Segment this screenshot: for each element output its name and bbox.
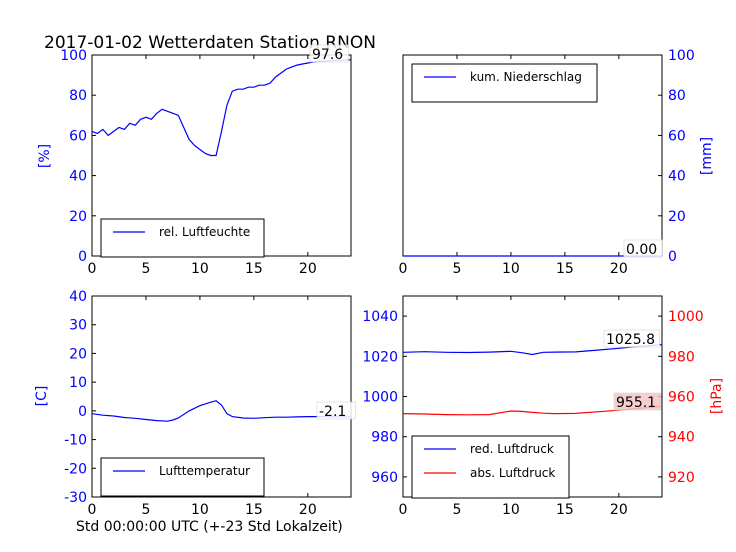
chart-temperature: 0 5 10 15 20 -30 -20 -10 0 10 20 30 40 [C] Lufttempera… bbox=[34, 289, 356, 518]
x-tick-label: 0 bbox=[399, 502, 408, 518]
x-tick-label: 10 bbox=[502, 261, 520, 277]
x-tick-label: 15 bbox=[245, 502, 263, 518]
x-tick-label: 10 bbox=[191, 261, 209, 277]
y-tick-label: 980 bbox=[668, 349, 695, 365]
x-tick-label: 5 bbox=[452, 502, 461, 518]
y-tick-label: 40 bbox=[69, 169, 87, 185]
y-tick-label: 60 bbox=[668, 128, 686, 144]
y-axis-label: [%] bbox=[37, 144, 53, 168]
series-line bbox=[402, 405, 663, 416]
last-value-label: -2.1 bbox=[319, 404, 346, 420]
legend-label: abs. Luftdruck bbox=[470, 466, 555, 480]
y-tick-label: 1000 bbox=[362, 390, 398, 406]
y-tick-label: 0 bbox=[78, 249, 87, 265]
plot-frame bbox=[91, 295, 352, 498]
y-tick-label: 100 bbox=[668, 48, 695, 64]
y-tick-label: 40 bbox=[668, 169, 686, 185]
legend-label: Lufttemperatur bbox=[159, 464, 250, 478]
y-tick-label: 920 bbox=[668, 470, 695, 486]
last-value-box bbox=[613, 392, 662, 411]
last-value-box bbox=[603, 329, 660, 348]
y-tick-label: 80 bbox=[69, 88, 87, 104]
y-tick-label: 20 bbox=[668, 209, 686, 225]
y-tick-label: 30 bbox=[69, 318, 87, 334]
x-tick-label: 15 bbox=[556, 261, 574, 277]
series-line bbox=[402, 344, 663, 356]
last-value-label: 1025.8 bbox=[606, 332, 655, 348]
last-value-box bbox=[316, 401, 356, 420]
chart-humidity: 0 5 10 15 20 0 20 40 60 80 100 [%] rel. Luftfeuchte 9… bbox=[37, 44, 352, 277]
y-axis-label: [C] bbox=[34, 386, 50, 407]
last-value-label: 955.1 bbox=[616, 395, 656, 411]
legend-box bbox=[411, 63, 598, 103]
x-tick-label: 0 bbox=[88, 261, 97, 277]
y-tick-label: -30 bbox=[64, 490, 87, 506]
y-tick-label: -10 bbox=[64, 433, 87, 449]
y-axis-label: [mm] bbox=[699, 137, 715, 175]
y-tick-label: 20 bbox=[69, 209, 87, 225]
x-tick-label: 20 bbox=[610, 261, 628, 277]
x-tick-label: 10 bbox=[191, 502, 209, 518]
last-value-label: 97.6 bbox=[312, 47, 343, 63]
y-tick-label: 100 bbox=[60, 48, 87, 64]
legend-box bbox=[411, 435, 570, 499]
x-tick-label: 15 bbox=[556, 502, 574, 518]
x-tick-label: 20 bbox=[299, 502, 317, 518]
x-tick-label: 0 bbox=[399, 261, 408, 277]
chart-precipitation: 0 5 10 15 20 0 20 40 60 80 100 [mm] kum. Niederschla… bbox=[399, 48, 715, 277]
x-tick-label: 20 bbox=[610, 502, 628, 518]
y-tick-label: 60 bbox=[69, 128, 87, 144]
chart-title: 2017-01-02 Wetterdaten Station RNON bbox=[44, 33, 376, 53]
y-tick-label: 40 bbox=[69, 289, 87, 305]
y-tick-label: 1000 bbox=[668, 309, 704, 325]
y-tick-label: 960 bbox=[668, 390, 695, 406]
y-tick-label: 20 bbox=[69, 346, 87, 362]
series-line bbox=[91, 400, 351, 422]
legend-box bbox=[100, 218, 265, 258]
legend-label: red. Luftdruck bbox=[470, 442, 554, 456]
last-value-label: 0.00 bbox=[626, 242, 657, 258]
y-tick-label: 1040 bbox=[362, 309, 398, 325]
y-tick-label: 80 bbox=[668, 88, 686, 104]
x-tick-label: 15 bbox=[245, 261, 263, 277]
x-tick-label: 5 bbox=[141, 261, 150, 277]
legend-box bbox=[100, 457, 265, 497]
x-axis-label: Std 00:00:00 UTC (+-23 Std Lokalzeit) bbox=[76, 519, 343, 535]
y-tick-label: 0 bbox=[668, 249, 677, 265]
y-tick-label: 1020 bbox=[362, 349, 398, 365]
chart-pressure: 0 5 10 15 20 960 980 1000 1020 1040 920 940 960 980 10… bbox=[362, 295, 725, 518]
x-tick-label: 5 bbox=[452, 261, 461, 277]
y-tick-label: 0 bbox=[78, 404, 87, 420]
legend-label: rel. Luftfeuchte bbox=[159, 225, 250, 239]
x-tick-label: 20 bbox=[299, 261, 317, 277]
y-tick-label: -20 bbox=[64, 461, 87, 477]
y-axis-label: [hPa] bbox=[709, 378, 725, 414]
y-tick-label: 960 bbox=[371, 470, 398, 486]
x-tick-label: 10 bbox=[502, 502, 520, 518]
y-tick-label: 940 bbox=[668, 430, 695, 446]
last-value-box bbox=[309, 44, 349, 63]
series-line bbox=[91, 59, 352, 157]
x-tick-label: 0 bbox=[88, 502, 97, 518]
x-tick-label: 5 bbox=[141, 502, 150, 518]
last-value-box bbox=[623, 239, 663, 258]
legend-label: kum. Niederschlag bbox=[470, 70, 582, 84]
y-tick-label: 980 bbox=[371, 430, 398, 446]
y-tick-label: 10 bbox=[69, 375, 87, 391]
